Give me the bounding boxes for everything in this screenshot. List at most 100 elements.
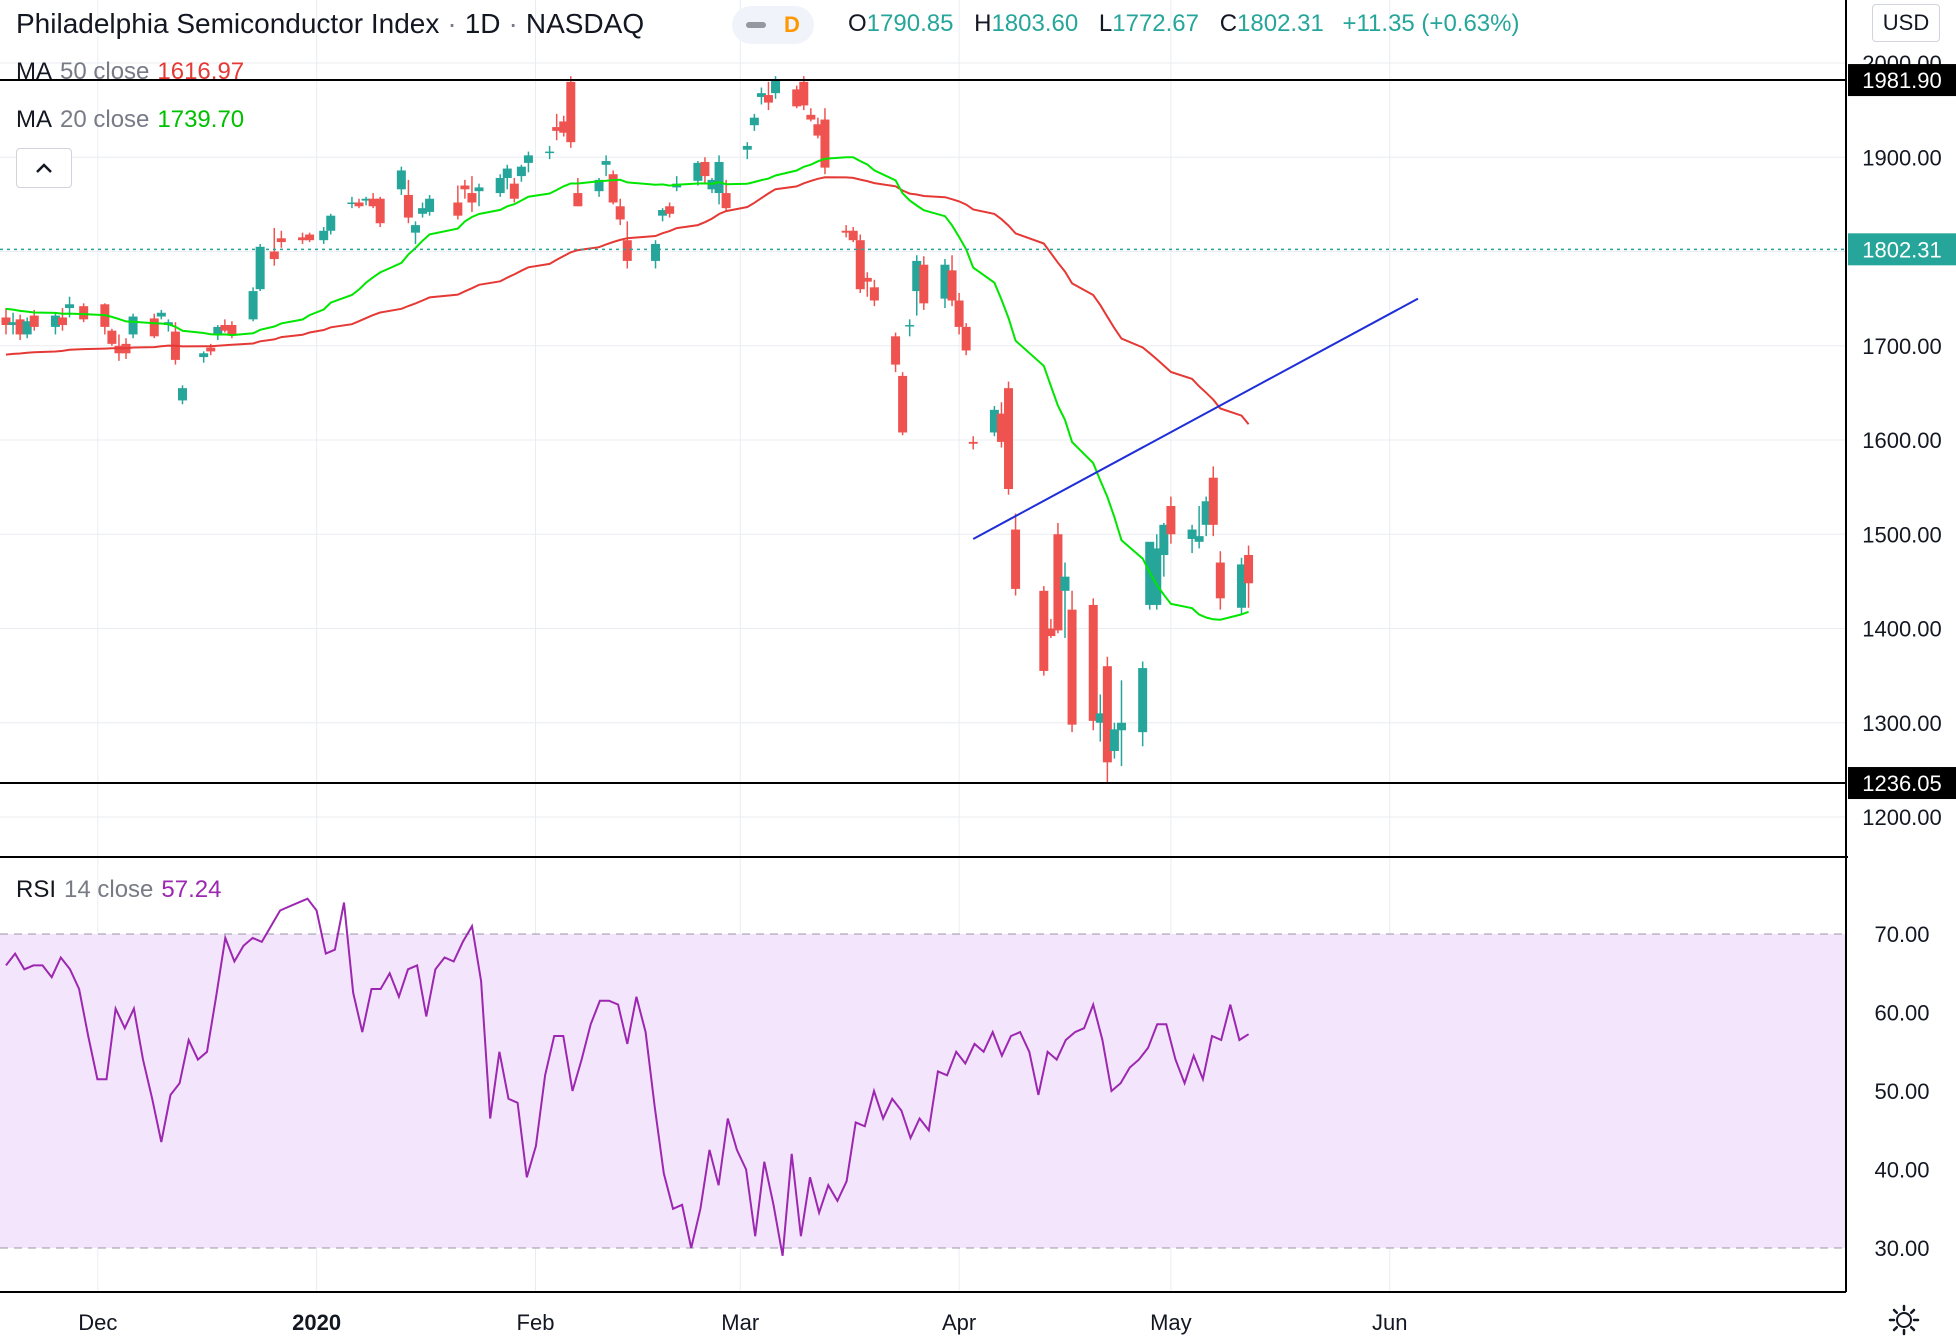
market-status-badge[interactable]: D (732, 6, 814, 44)
rsi-legend[interactable]: RSI 14 close 57.24 (16, 876, 229, 904)
candle[interactable] (1201, 496, 1211, 537)
candle[interactable] (862, 272, 872, 297)
candle[interactable] (601, 155, 611, 177)
currency-button[interactable]: USD (1872, 4, 1940, 42)
candle[interactable] (1194, 505, 1204, 549)
candle[interactable] (453, 185, 463, 220)
candle[interactable] (467, 176, 477, 212)
candle[interactable] (756, 87, 766, 105)
candle[interactable] (1244, 545, 1254, 608)
candle[interactable] (792, 85, 802, 109)
candle[interactable] (749, 113, 759, 131)
candle[interactable] (178, 385, 187, 405)
candle[interactable] (474, 183, 484, 207)
candle[interactable] (79, 303, 89, 323)
candle[interactable] (57, 308, 67, 331)
candle[interactable] (891, 332, 901, 373)
candle[interactable] (305, 232, 315, 243)
candle[interactable] (721, 179, 731, 212)
candle[interactable] (665, 202, 675, 218)
candle[interactable] (269, 227, 279, 266)
candle[interactable] (255, 243, 265, 292)
candle[interactable] (658, 208, 668, 222)
candle[interactable] (841, 225, 851, 238)
candle[interactable] (742, 142, 752, 160)
candle[interactable] (855, 234, 865, 293)
candle[interactable] (1116, 680, 1126, 767)
ma50-legend[interactable]: MA 50 close 1616.97 (16, 58, 252, 86)
candle[interactable] (8, 312, 18, 335)
symbol-legend[interactable]: Philadelphia Semiconductor Index · 1D · NASD… (16, 8, 652, 40)
candle[interactable] (806, 108, 816, 122)
candle[interactable] (566, 76, 576, 148)
candle[interactable] (107, 328, 117, 346)
candles[interactable] (1, 76, 1254, 784)
candle[interactable] (608, 170, 618, 205)
price-axis[interactable]: 2000.001900.001700.001600.001500.001400.… (1862, 51, 1942, 830)
candle[interactable] (156, 309, 166, 320)
candle[interactable] (1102, 656, 1112, 784)
candle[interactable] (460, 179, 470, 199)
candle[interactable] (1039, 586, 1049, 676)
candle[interactable] (1109, 722, 1119, 759)
candle[interactable] (919, 256, 929, 310)
price-axis-bg[interactable] (1848, 0, 1956, 1292)
rsi-axis[interactable]: 70.00 60.00 50.00 40.00 30.00 (1874, 922, 1929, 1261)
candle[interactable] (651, 240, 661, 269)
candle[interactable] (425, 194, 435, 216)
trendline[interactable] (972, 297, 1419, 540)
candle[interactable] (100, 303, 110, 335)
candle[interactable] (940, 259, 950, 309)
candle[interactable] (559, 115, 569, 137)
candle[interactable] (248, 287, 258, 322)
candle[interactable] (714, 155, 724, 205)
candle[interactable] (912, 255, 922, 316)
candle[interactable] (1046, 619, 1056, 638)
candle[interactable] (1138, 661, 1148, 747)
candle[interactable] (905, 319, 915, 337)
candle[interactable] (989, 406, 999, 437)
candle[interactable] (50, 312, 60, 335)
candle[interactable] (961, 323, 971, 356)
candle[interactable] (820, 108, 830, 175)
candle[interactable] (1, 308, 11, 335)
candle[interactable] (361, 196, 371, 206)
candle[interactable] (947, 255, 957, 307)
candle[interactable] (354, 198, 364, 209)
candle[interactable] (410, 221, 420, 244)
candle[interactable] (954, 292, 964, 335)
collapse-legend-button[interactable] (16, 148, 72, 188)
candle[interactable] (1053, 522, 1063, 634)
candle[interactable] (523, 151, 533, 173)
candle[interactable] (319, 226, 329, 244)
candle[interactable] (1060, 562, 1070, 638)
candle[interactable] (347, 196, 357, 209)
candle[interactable] (1159, 522, 1169, 577)
candle[interactable] (149, 313, 159, 339)
candle[interactable] (869, 279, 879, 307)
candle[interactable] (1152, 534, 1162, 610)
candle[interactable] (199, 351, 209, 363)
candle[interactable] (552, 113, 562, 141)
candle[interactable] (326, 213, 336, 235)
candle[interactable] (996, 402, 1006, 448)
candle[interactable] (813, 117, 823, 139)
gear-icon[interactable] (1888, 1304, 1920, 1336)
candle[interactable] (128, 313, 138, 339)
candle[interactable] (15, 314, 25, 341)
candle[interactable] (396, 166, 406, 195)
candle[interactable] (298, 232, 308, 244)
candle[interactable] (799, 76, 809, 111)
candle[interactable] (1208, 466, 1218, 537)
candle[interactable] (1237, 557, 1246, 615)
candle[interactable] (763, 81, 773, 111)
candle[interactable] (898, 372, 908, 436)
candle[interactable] (1215, 551, 1225, 610)
time-axis[interactable]: Dec 2020 Feb Mar Apr May Jun (78, 1310, 1407, 1335)
candle[interactable] (516, 164, 526, 182)
candle[interactable] (545, 145, 555, 160)
candle[interactable] (276, 230, 286, 248)
ma20-legend[interactable]: MA 20 close 1739.70 (16, 106, 252, 134)
candle[interactable] (375, 196, 385, 227)
